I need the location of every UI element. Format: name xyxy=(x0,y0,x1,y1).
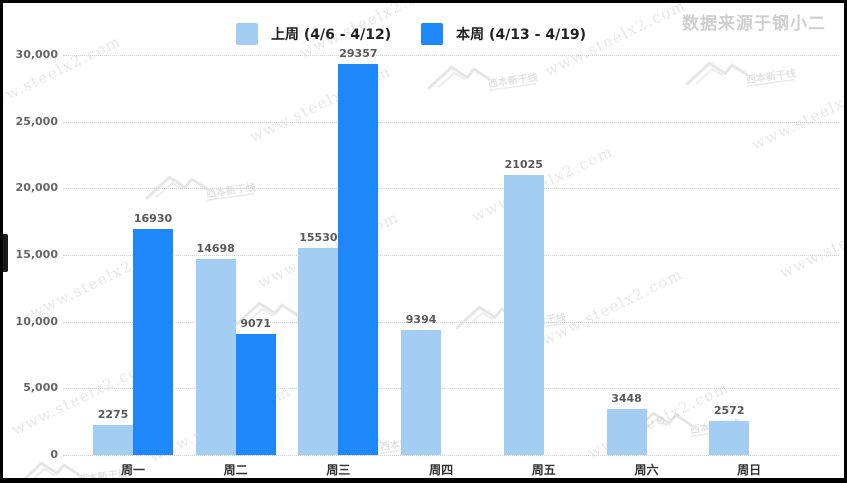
watermark-mountain-logo: 西本新干线 xyxy=(679,43,804,101)
svg-text:西本新干线: 西本新干线 xyxy=(205,180,256,200)
y-tick-label-20000: 20,000 xyxy=(15,181,58,195)
gridline-10000 xyxy=(63,321,839,323)
bar-value-label-series0-周日: 2572 xyxy=(713,403,745,417)
bar-value-label-series1-周一: 16930 xyxy=(133,212,173,226)
y-tick-label-10000: 10,000 xyxy=(15,314,58,328)
bar-series0-周三[interactable] xyxy=(298,247,339,455)
bar-series1-周二[interactable] xyxy=(235,334,276,455)
y-tick-label-30000: 30,000 xyxy=(15,48,58,61)
bar-value-label-series0-周一: 2275 xyxy=(97,407,129,421)
y-tick-label-5000: 5,000 xyxy=(23,381,58,395)
watermark-text: www.steelx2.com xyxy=(776,197,847,283)
legend-swatch-last-week xyxy=(236,23,258,45)
svg-text:西本新干线: 西本新干线 xyxy=(487,70,538,90)
gridline-15000 xyxy=(63,255,839,256)
x-tick-label-周二: 周二 xyxy=(223,463,248,477)
bar-value-label-series0-周四: 9394 xyxy=(405,312,437,326)
watermark-text: www.steelx2.com xyxy=(538,264,686,350)
gridline-30000 xyxy=(63,55,839,56)
legend-swatch-this-week xyxy=(421,23,444,45)
bar-value-label-series1-周二: 9071 xyxy=(240,317,271,331)
legend: 上周 (4/6 - 4/12) 本周 (4/13 - 4/19) xyxy=(236,23,586,45)
data-source-label: 数据来源于钢小二 xyxy=(682,14,826,34)
legend-item-this-week[interactable]: 本周 (4/13 - 4/19) xyxy=(421,23,586,45)
bar-series1-周三[interactable] xyxy=(338,63,379,455)
clipped-edge-mark xyxy=(3,234,8,272)
x-tick-label-周三: 周三 xyxy=(326,463,351,477)
y-tick-label-0: 0 xyxy=(50,448,58,461)
bar-value-label-series0-周三: 15530 xyxy=(299,230,338,244)
x-tick-label-周四: 周四 xyxy=(429,463,454,477)
x-tick-label-周五: 周五 xyxy=(531,463,556,477)
bar-value-label-series0-周六: 3448 xyxy=(611,392,642,406)
bar-value-label-series0-周二: 14698 xyxy=(196,242,235,256)
watermark-text: www.steelx2.com xyxy=(0,31,124,117)
legend-label-this-week: 本周 (4/13 - 4/19) xyxy=(456,27,587,43)
bar-value-label-series1-周三: 29357 xyxy=(339,46,378,60)
watermark-text: www.steelx2.com xyxy=(748,69,847,155)
x-tick-label-周一: 周一 xyxy=(120,463,145,477)
legend-item-last-week[interactable]: 上周 (4/6 - 4/12) xyxy=(236,23,391,45)
bar-series0-周四[interactable] xyxy=(401,329,442,455)
x-tick-label-周日: 周日 xyxy=(737,463,762,477)
y-tick-label-15000: 15,000 xyxy=(15,248,58,261)
bar-series0-周五[interactable] xyxy=(503,174,544,455)
y-tick-label-25000: 25,000 xyxy=(15,114,58,128)
svg-text:西本新干线: 西本新干线 xyxy=(745,66,796,86)
gridline-20000 xyxy=(63,188,839,190)
gridline-5000 xyxy=(63,388,839,390)
bar-series0-周六[interactable] xyxy=(606,409,647,455)
bar-value-label-series0-周五: 21025 xyxy=(504,157,543,171)
x-tick-label-周六: 周六 xyxy=(634,463,659,477)
gridline-25000 xyxy=(63,121,839,123)
bar-series0-周二[interactable] xyxy=(195,259,236,455)
gridline-0 xyxy=(63,455,839,456)
legend-label-last-week: 上周 (4/6 - 4/12) xyxy=(271,27,392,43)
bar-series1-周一[interactable] xyxy=(133,229,173,455)
watermark-mountain-logo: 西本新干线 xyxy=(139,157,264,215)
bar-series0-周一[interactable] xyxy=(93,424,133,455)
bar-series0-周日[interactable] xyxy=(709,420,750,455)
